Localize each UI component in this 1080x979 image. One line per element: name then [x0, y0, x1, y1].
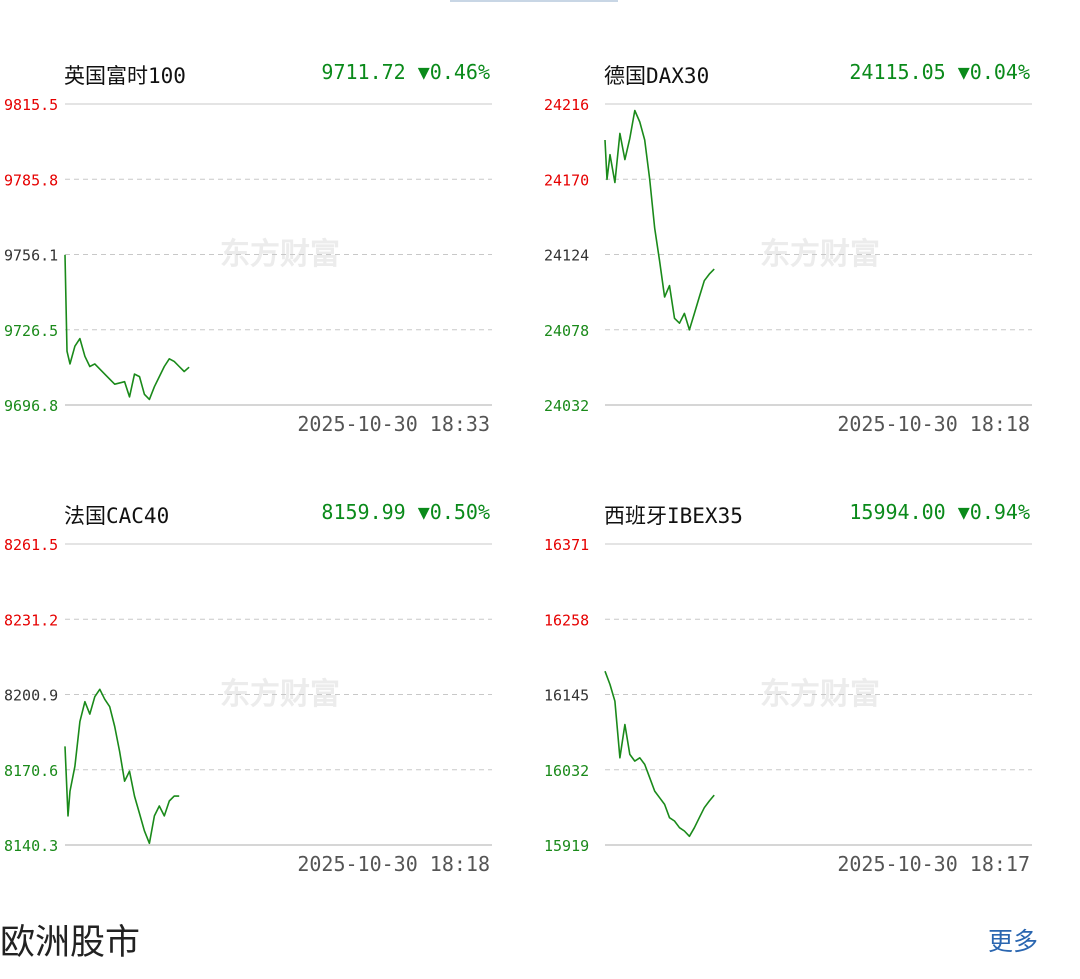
y-tick-label: 8140.3 — [4, 837, 58, 855]
price-value: 8159.99 — [321, 500, 406, 524]
chart-timestamp: 2025-10-30 18:18 — [297, 852, 490, 876]
y-tick-label: 24216 — [544, 96, 589, 114]
y-tick-label: 9696.8 — [4, 397, 58, 415]
y-tick-label: 24124 — [544, 247, 589, 265]
change-value: ▼0.50% — [417, 500, 490, 524]
chart-title: 法国CAC40 — [64, 504, 170, 528]
y-tick-label: 8170.6 — [4, 762, 58, 780]
chart-timestamp: 2025-10-30 18:18 — [837, 412, 1030, 436]
y-tick-label: 9726.5 — [4, 322, 58, 340]
price-series-line — [64, 254, 190, 401]
y-tick-label: 16145 — [544, 687, 589, 705]
top-divider — [450, 0, 618, 2]
price-value: 15994.00 — [849, 500, 946, 524]
y-tick-label: 24078 — [544, 322, 589, 340]
y-tick-label: 8261.5 — [4, 536, 58, 554]
chart-quote: 24115.05 ▼0.04% — [849, 60, 1030, 84]
chart-panel-ibex[interactable]: 东方财富 16371 16258 16145 16032 15919 西班牙IBEX35 … — [540, 440, 1080, 880]
section-title: 欧洲股市 — [0, 923, 141, 963]
chart-timestamp: 2025-10-30 18:17 — [837, 852, 1030, 876]
chart-title: 德国DAX30 — [604, 64, 710, 88]
chart-panel-cac[interactable]: 东方财富 8261.5 8231.2 8200.9 8170.6 8140.3 法国CAC… — [0, 440, 540, 880]
chart-title: 西班牙IBEX35 — [604, 504, 743, 528]
price-series-line — [604, 670, 715, 838]
y-tick-label: 16371 — [544, 536, 589, 554]
price-series-line — [64, 688, 180, 845]
price-series-line — [604, 109, 715, 331]
y-tick-label: 8231.2 — [4, 611, 58, 629]
change-value: ▼0.46% — [417, 60, 490, 84]
y-tick-label: 9815.5 — [4, 96, 58, 114]
y-tick-label: 15919 — [544, 837, 589, 855]
y-tick-label: 9785.8 — [4, 171, 58, 189]
chart-quote: 9711.72 ▼0.46% — [321, 60, 490, 84]
y-tick-label: 8200.9 — [4, 687, 58, 705]
chart-quote: 15994.00 ▼0.94% — [849, 500, 1030, 524]
y-tick-label: 9756.1 — [4, 247, 58, 265]
y-tick-label: 16258 — [544, 611, 589, 629]
price-value: 24115.05 — [849, 60, 946, 84]
y-tick-label: 16032 — [544, 762, 589, 780]
y-tick-label: 24032 — [544, 397, 589, 415]
chart-title: 英国富时100 — [64, 64, 186, 88]
chart-timestamp: 2025-10-30 18:33 — [297, 412, 490, 436]
change-value: ▼0.94% — [957, 500, 1030, 524]
chart-panel-ftse[interactable]: 东方财富 9815.5 9785.8 9756.1 9726.5 9696.8 英国富时1… — [0, 0, 540, 440]
more-link[interactable]: 更多 — [987, 927, 1038, 956]
y-tick-label: 24170 — [544, 171, 589, 189]
change-value: ▼0.04% — [957, 60, 1030, 84]
price-value: 9711.72 — [321, 60, 406, 84]
chart-panel-dax[interactable]: 东方财富 24216 24170 24124 24078 24032 德国DAX30 24… — [540, 0, 1080, 440]
chart-quote: 8159.99 ▼0.50% — [321, 500, 490, 524]
